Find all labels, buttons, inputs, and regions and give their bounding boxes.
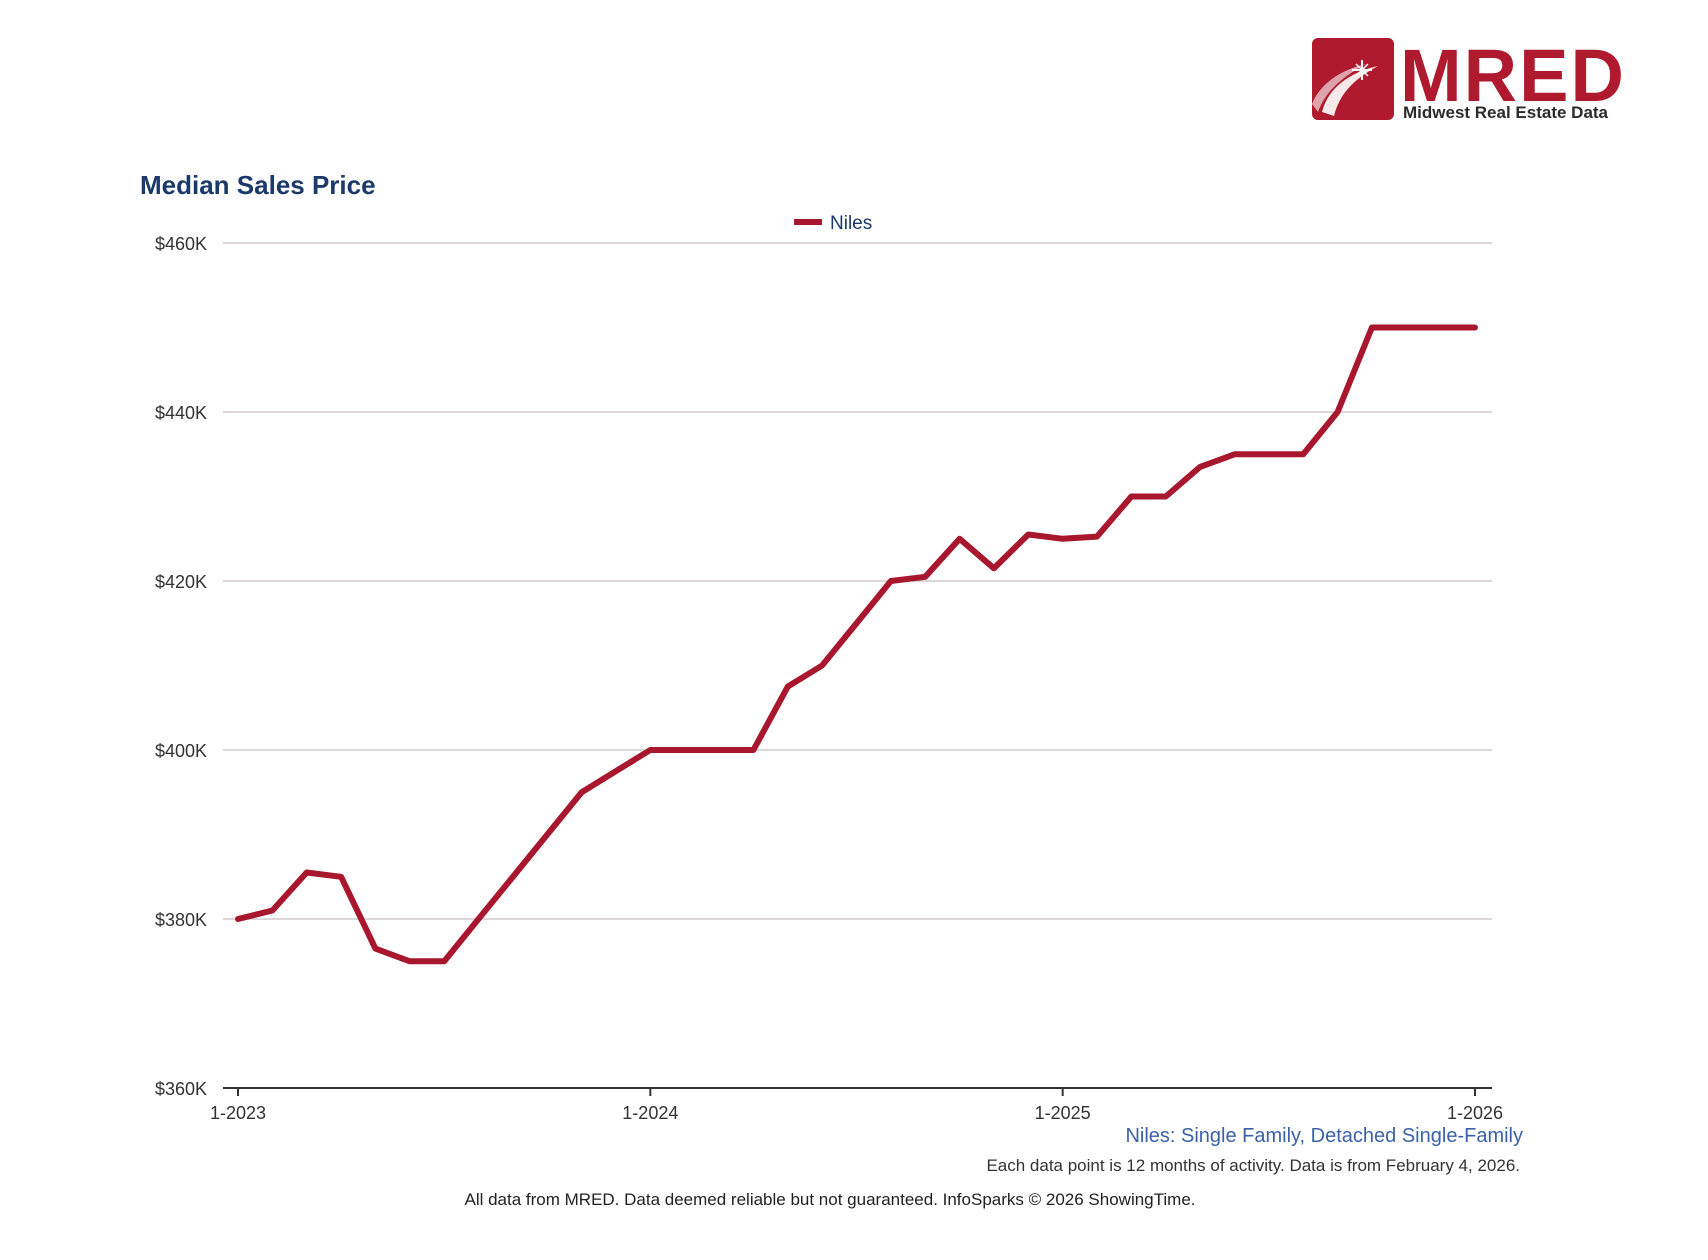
- series-line-niles[interactable]: [235, 324, 1478, 965]
- y-axis: $360K $380K $400K $420K $440K $460K: [155, 234, 207, 1099]
- y-tick-label: $420K: [155, 572, 207, 592]
- y-tick-label: $460K: [155, 234, 207, 254]
- swoosh-icon: [1322, 66, 1378, 116]
- disclaimer: All data from MRED. Data deemed reliable…: [464, 1190, 1195, 1209]
- x-tick-label: 1-2023: [210, 1103, 266, 1123]
- x-tick-label: 1-2025: [1035, 1103, 1091, 1123]
- data-note: Each data point is 12 months of activity…: [986, 1156, 1520, 1175]
- grid-lines: [223, 242, 1492, 920]
- chart-subtitle: Niles: Single Family, Detached Single-Fa…: [1125, 1125, 1523, 1147]
- mred-logo: MRED Midwest Real Estate Data: [1312, 34, 1626, 122]
- y-tick-label: $380K: [155, 910, 207, 930]
- y-tick-label: $360K: [155, 1079, 207, 1099]
- y-tick-label: $400K: [155, 741, 207, 761]
- x-tick-label: 1-2026: [1447, 1103, 1503, 1123]
- y-tick-label: $440K: [155, 403, 207, 423]
- logo-wordmark: MRED: [1400, 34, 1626, 117]
- series-group: [235, 324, 1478, 965]
- chart-title: Median Sales Price: [140, 170, 376, 200]
- x-tick-label: 1-2024: [622, 1103, 678, 1123]
- logo-tagline: Midwest Real Estate Data: [1403, 103, 1609, 122]
- x-axis: 1-2023 1-2024 1-2025 1-2026: [210, 1087, 1503, 1123]
- legend[interactable]: Niles: [794, 213, 872, 234]
- legend-label: Niles: [830, 213, 872, 234]
- sparkle-icon: [1352, 60, 1372, 80]
